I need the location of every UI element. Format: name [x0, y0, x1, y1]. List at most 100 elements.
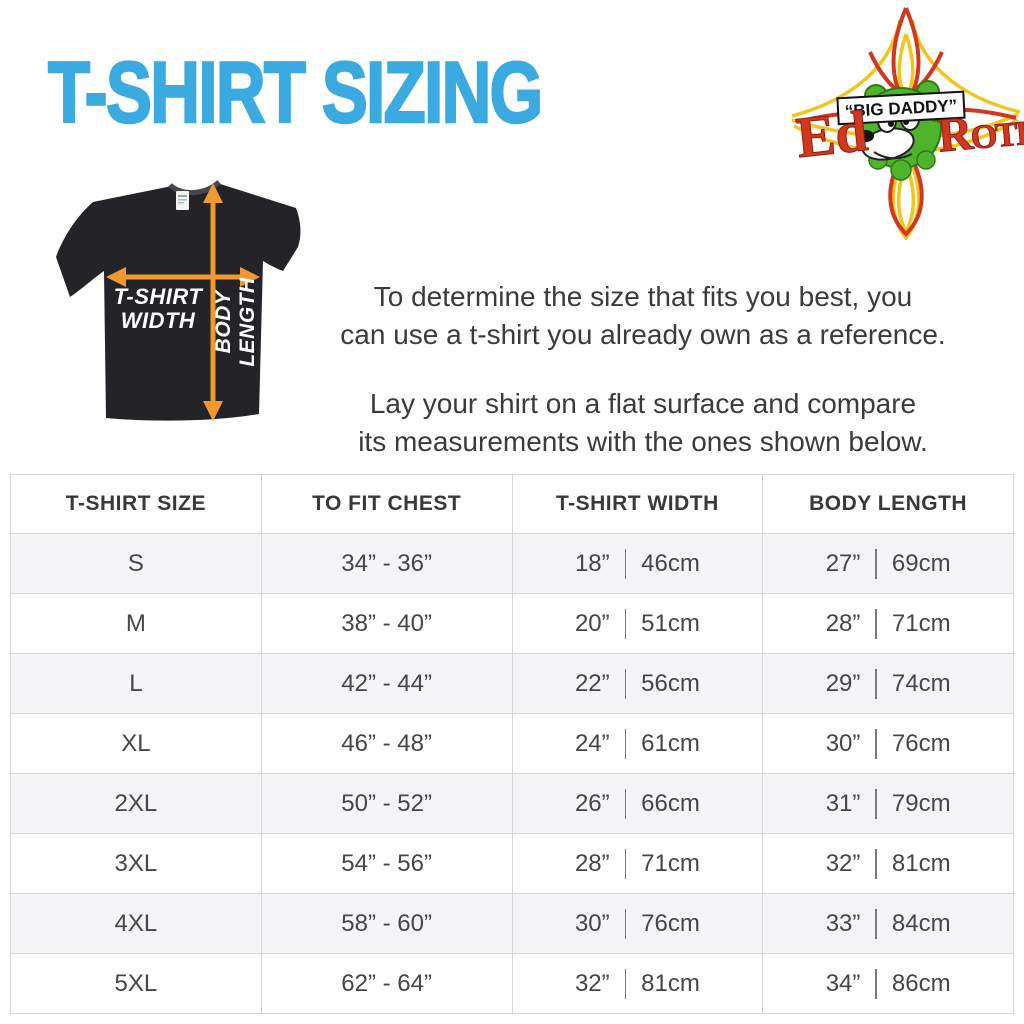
tshirt-art: T-SHIRT WIDTH BODY LENGTH: [56, 180, 301, 421]
length-cell: 33” 84cm: [762, 893, 1014, 954]
width-in: 24”: [574, 729, 610, 757]
width-cm: 71cm: [641, 849, 700, 877]
length-in: 34”: [825, 969, 861, 997]
length-in: 30”: [825, 729, 861, 757]
pinstripe-logo-art: “BIG DADDY” Ed Roth: [791, 7, 1024, 241]
chest-cell: 54” - 56”: [260, 833, 513, 894]
divider-bar: [624, 848, 627, 879]
width-label-line1: T-SHIRT: [114, 284, 204, 309]
divider-bar: [875, 788, 877, 819]
big-daddy-banner: “BIG DADDY”: [836, 90, 966, 126]
logo-ed-text: Ed: [793, 98, 870, 170]
width-cell: 24” 61cm: [511, 713, 764, 774]
width-cm: 61cm: [641, 729, 700, 757]
width-in: 26”: [574, 789, 610, 817]
intro-paragraph-1: To determine the size that fits you best…: [308, 278, 978, 354]
width-in: 20”: [574, 609, 610, 637]
divider-bar: [624, 788, 627, 819]
table-row: M 38” - 40” 20” 51cm 28” 71cm: [10, 593, 1014, 654]
width-cm: 56cm: [641, 669, 700, 697]
table-row: XL 46” - 48” 24” 61cm 30” 76cm: [10, 713, 1014, 774]
width-cm: 66cm: [641, 789, 700, 817]
table-header-row: T-SHIRT SIZE TO FIT CHEST T-SHIRT WIDTH …: [10, 474, 1014, 534]
intro-text: To determine the size that fits you best…: [308, 278, 978, 492]
col-header-length: BODY LENGTH: [762, 474, 1014, 534]
tshirt-diagram: T-SHIRT WIDTH BODY LENGTH: [52, 158, 318, 444]
chest-cell: 34” - 36”: [260, 533, 513, 594]
length-cell: 28” 71cm: [762, 593, 1014, 654]
table-row: 5XL 62” - 64” 32” 81cm 34” 86cm: [10, 953, 1014, 1014]
length-in: 28”: [825, 609, 861, 637]
intro-p1-line1: To determine the size that fits you best…: [373, 281, 913, 312]
length-label-line1: BODY: [212, 289, 235, 353]
length-in: 32”: [825, 849, 861, 877]
length-cm: 84cm: [891, 909, 951, 937]
table-row: S 34” - 36” 18” 46cm 27” 69cm: [10, 533, 1014, 594]
length-cell: 34” 86cm: [762, 953, 1014, 1014]
width-in: 32”: [574, 969, 610, 997]
length-cell: 29” 74cm: [762, 653, 1014, 714]
width-cm: 46cm: [641, 549, 700, 577]
table-row: 4XL 58” - 60” 30” 76cm 33” 84cm: [10, 893, 1014, 954]
divider-bar: [875, 968, 877, 999]
divider-bar: [875, 668, 877, 699]
width-cell: 18” 46cm: [511, 533, 764, 594]
size-cell: 3XL: [10, 833, 262, 894]
intro-p2-line1: Lay your shirt on a flat surface and com…: [369, 388, 917, 419]
length-cm: 76cm: [891, 729, 951, 757]
width-cell: 32” 81cm: [511, 953, 764, 1014]
neck-tag: [176, 191, 189, 210]
chest-cell: 38” - 40”: [260, 593, 513, 654]
page-title: T-SHIRT SIZING: [47, 45, 544, 141]
length-in: 33”: [825, 909, 861, 937]
table-row: L 42” - 44” 22” 56cm 29” 74cm: [10, 653, 1014, 714]
width-cell: 20” 51cm: [511, 593, 764, 654]
chest-cell: 42” - 44”: [260, 653, 513, 714]
col-header-size: T-SHIRT SIZE: [10, 474, 262, 534]
width-cm: 81cm: [641, 969, 700, 997]
size-cell: 4XL: [10, 893, 262, 954]
intro-p2-line2: its measurements with the ones shown bel…: [358, 426, 928, 457]
length-label-group: BODY LENGTH: [212, 277, 259, 367]
width-cell: 30” 76cm: [511, 893, 764, 954]
measure-arrows: [106, 183, 260, 421]
width-in: 18”: [574, 549, 610, 577]
width-in: 28”: [574, 849, 610, 877]
length-cm: 71cm: [891, 609, 951, 637]
width-in: 22”: [574, 669, 610, 697]
divider-bar: [875, 908, 877, 939]
col-header-chest: TO FIT CHEST: [260, 474, 513, 534]
length-in: 29”: [825, 669, 861, 697]
size-cell: M: [10, 593, 262, 654]
table-row: 3XL 54” - 56” 28” 71cm 32” 81cm: [10, 833, 1014, 894]
length-label-line2: LENGTH: [236, 277, 259, 367]
divider-bar: [624, 548, 627, 579]
length-cm: 81cm: [891, 849, 951, 877]
size-cell: L: [10, 653, 262, 714]
width-in: 30”: [574, 909, 610, 937]
width-cell: 28” 71cm: [511, 833, 764, 894]
length-cm: 74cm: [891, 669, 951, 697]
size-cell: S: [10, 533, 262, 594]
chest-cell: 46” - 48”: [260, 713, 513, 774]
ed-roth-logo: “BIG DADDY” Ed Roth: [788, 0, 1024, 241]
divider-bar: [624, 728, 627, 759]
divider-bar: [875, 848, 877, 879]
size-cell: XL: [10, 713, 262, 774]
length-cm: 79cm: [891, 789, 951, 817]
divider-bar: [624, 608, 627, 639]
length-cell: 31” 79cm: [762, 773, 1014, 834]
width-cm: 51cm: [641, 609, 700, 637]
divider-bar: [624, 668, 627, 699]
intro-paragraph-2: Lay your shirt on a flat surface and com…: [308, 385, 978, 461]
width-cell: 26” 66cm: [511, 773, 764, 834]
width-cm: 76cm: [641, 909, 700, 937]
collar: [168, 180, 221, 195]
logo-roth-text: Roth: [936, 101, 1024, 163]
chest-cell: 62” - 64”: [260, 953, 513, 1014]
col-header-width: T-SHIRT WIDTH: [511, 474, 764, 534]
width-label-line2: WIDTH: [121, 308, 196, 333]
length-in: 31”: [825, 789, 861, 817]
intro-p1-line2: can use a t-shirt you already own as a r…: [340, 319, 946, 350]
